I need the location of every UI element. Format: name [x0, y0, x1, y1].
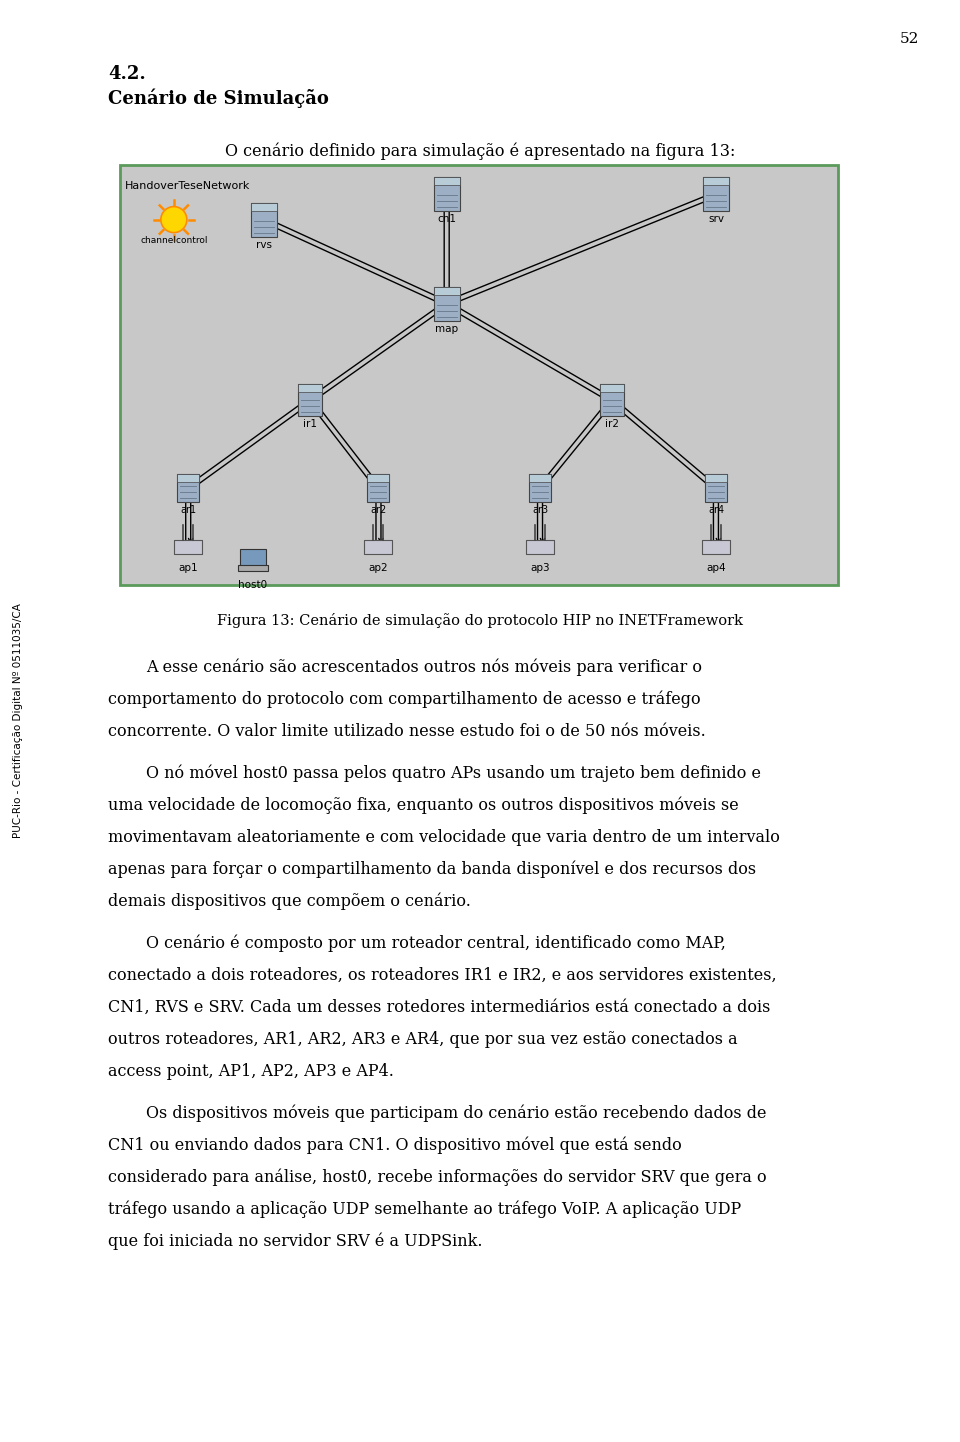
Bar [240, 549, 266, 567]
Bar [600, 384, 624, 417]
Text: ap4: ap4 [707, 564, 726, 574]
Text: host0: host0 [238, 580, 268, 590]
Bar [434, 177, 460, 186]
Bar [526, 541, 554, 554]
Bar [703, 177, 729, 186]
Text: ap3: ap3 [530, 564, 550, 574]
Text: CN1 ou enviando dados para CN1. O dispositivo móvel que está sendo: CN1 ou enviando dados para CN1. O dispos… [108, 1136, 682, 1155]
Text: comportamento do protocolo com compartilhamento de acesso e tráfego: comportamento do protocolo com compartil… [108, 691, 701, 708]
Text: Figura 13: Cenário de simulação do protocolo HIP no INETFramework: Figura 13: Cenário de simulação do proto… [217, 613, 743, 629]
Bar [434, 177, 460, 212]
Bar [178, 474, 200, 483]
Bar [368, 474, 390, 502]
Text: 4.2.: 4.2. [108, 65, 146, 84]
Text: O cenário é composto por um roteador central, identificado como MAP,: O cenário é composto por um roteador cen… [146, 934, 726, 953]
Bar [529, 474, 551, 502]
Text: que foi iniciada no servidor SRV é a UDPSink.: que foi iniciada no servidor SRV é a UDP… [108, 1233, 483, 1250]
Bar [299, 384, 323, 417]
Text: ar4: ar4 [708, 505, 724, 515]
Text: srv: srv [708, 215, 724, 225]
Text: conectado a dois roteadores, os roteadores IR1 e IR2, e aos servidores existente: conectado a dois roteadores, os roteador… [108, 968, 777, 983]
Text: demais dispositivos que compõem o cenário.: demais dispositivos que compõem o cenári… [108, 893, 470, 910]
Text: considerado para análise, host0, recebe informações do servidor SRV que gera o: considerado para análise, host0, recebe … [108, 1169, 767, 1187]
Bar [120, 164, 838, 585]
Text: ar2: ar2 [371, 505, 387, 515]
Text: outros roteadores, AR1, AR2, AR3 e AR4, que por sua vez estão conectados a: outros roteadores, AR1, AR2, AR3 e AR4, … [108, 1031, 737, 1048]
Text: channelcontrol: channelcontrol [140, 235, 207, 245]
Text: ir1: ir1 [303, 420, 317, 430]
Bar [703, 177, 729, 212]
Text: 52: 52 [900, 32, 920, 46]
Text: ap2: ap2 [369, 564, 388, 574]
Bar [251, 202, 276, 236]
Text: rvs: rvs [255, 239, 272, 249]
Text: uma velocidade de locomoção fixa, enquanto os outros dispositivos móveis se: uma velocidade de locomoção fixa, enquan… [108, 797, 739, 815]
Text: HandoverTeseNetwork: HandoverTeseNetwork [125, 182, 251, 190]
Bar [600, 384, 624, 392]
Bar [702, 541, 730, 554]
Text: Cenário de Simulação: Cenário de Simulação [108, 88, 329, 108]
Text: Os dispositivos móveis que participam do cenário estão recebendo dados de: Os dispositivos móveis que participam do… [146, 1105, 766, 1122]
Text: ir2: ir2 [605, 420, 619, 430]
Text: O cenário definido para simulação é apresentado na figura 13:: O cenário definido para simulação é apre… [225, 141, 735, 160]
Text: ap1: ap1 [179, 564, 198, 574]
Text: tráfego usando a aplicação UDP semelhante ao tráfego VoIP. A aplicação UDP: tráfego usando a aplicação UDP semelhant… [108, 1201, 741, 1218]
Circle shape [161, 206, 187, 232]
Text: A esse cenário são acrescentados outros nós móveis para verificar o: A esse cenário são acrescentados outros … [146, 659, 702, 676]
Bar [368, 474, 390, 483]
Text: concorrente. O valor limite utilizado nesse estudo foi o de 50 nós móveis.: concorrente. O valor limite utilizado ne… [108, 722, 706, 740]
Text: apenas para forçar o compartilhamento da banda disponível e dos recursos dos: apenas para forçar o compartilhamento da… [108, 861, 756, 878]
Bar [251, 202, 276, 211]
Bar [299, 384, 323, 392]
Text: movimentavam aleatoriamente e com velocidade que varia dentro de um intervalo: movimentavam aleatoriamente e com veloci… [108, 829, 780, 846]
Bar [434, 287, 460, 320]
Text: map: map [435, 323, 458, 333]
Bar [178, 474, 200, 502]
Text: cn1: cn1 [437, 215, 456, 225]
Bar [365, 541, 393, 554]
Text: O nó móvel host0 passa pelos quatro APs usando um trajeto bem definido e: O nó móvel host0 passa pelos quatro APs … [146, 766, 761, 783]
Text: CN1, RVS e SRV. Cada um desses rotedores intermediários está conectado a dois: CN1, RVS e SRV. Cada um desses rotedores… [108, 999, 770, 1017]
Bar [238, 565, 268, 571]
Text: PUC-Rio - Certificação Digital Nº 0511035/CA: PUC-Rio - Certificação Digital Nº 051103… [13, 604, 23, 838]
Bar [529, 474, 551, 483]
Bar [705, 474, 727, 483]
Text: access point, AP1, AP2, AP3 e AP4.: access point, AP1, AP2, AP3 e AP4. [108, 1063, 394, 1080]
Text: ar1: ar1 [180, 505, 196, 515]
Text: ar3: ar3 [532, 505, 548, 515]
Bar [174, 541, 203, 554]
Bar [705, 474, 727, 502]
Bar [434, 287, 460, 294]
